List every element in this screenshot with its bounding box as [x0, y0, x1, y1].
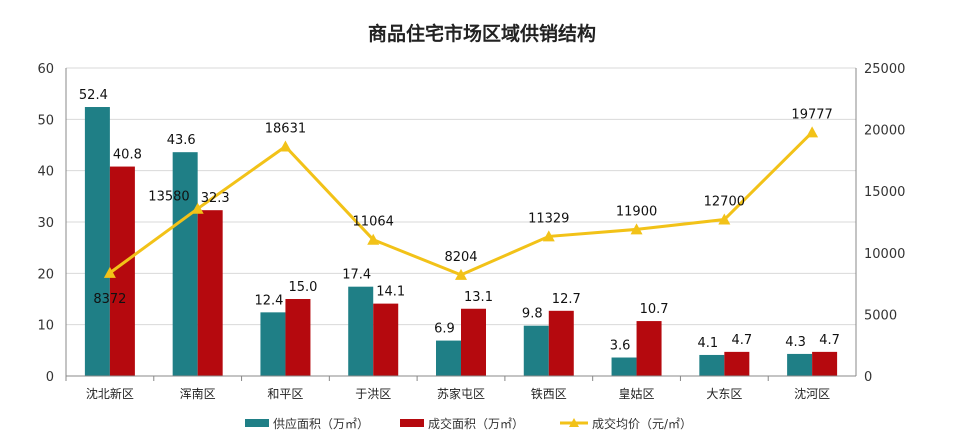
price-marker [806, 126, 819, 138]
bar-data-label: 14.1 [376, 285, 405, 300]
bar-data-label: 9.8 [522, 307, 543, 322]
legend-marker [569, 418, 579, 427]
x-tick-label: 大东区 [706, 387, 742, 401]
line-data-label: 13580 [148, 190, 189, 205]
y-right-tick-label: 5000 [864, 308, 897, 323]
bar-deal [373, 303, 399, 376]
bar-deal [197, 210, 223, 376]
bar-data-label: 4.1 [697, 336, 718, 351]
y-left-tick-label: 20 [37, 267, 54, 282]
bar-deal [724, 351, 750, 376]
bar-data-label: 52.4 [79, 88, 108, 103]
price-marker [455, 268, 467, 280]
x-tick-label: 沈北新区 [86, 386, 134, 401]
bar-data-label: 10.7 [640, 302, 669, 317]
line-data-label: 18631 [265, 121, 306, 136]
price-marker [279, 140, 292, 152]
bar-data-label: 15.0 [288, 280, 317, 295]
x-tick-label: 于洪区 [355, 387, 391, 401]
bar-data-label: 12.7 [552, 292, 581, 307]
price-marker [367, 233, 380, 245]
y-left-tick-label: 60 [37, 62, 54, 77]
bar-data-label: 12.4 [254, 293, 283, 308]
legend-label: 成交面积（万㎡） [428, 416, 524, 431]
bar-supply [699, 354, 725, 376]
price-marker [630, 223, 643, 235]
bar-data-label: 4.7 [731, 333, 752, 348]
y-left-tick-label: 0 [46, 370, 54, 385]
line-data-label: 12700 [704, 195, 745, 210]
x-tick-label: 皇姑区 [619, 387, 655, 401]
price-marker [718, 213, 731, 225]
bar-deal [548, 310, 574, 376]
y-left-tick-label: 50 [37, 113, 54, 128]
legend-label: 成交均价（元/㎡） [592, 416, 692, 431]
bar-deal [285, 299, 311, 376]
bar-data-label: 43.6 [167, 133, 196, 148]
bar-deal [636, 321, 662, 376]
y-left-tick-label: 30 [37, 216, 54, 231]
line-data-label: 8204 [444, 250, 477, 265]
bar-data-label: 4.3 [785, 335, 806, 350]
bar-data-label: 13.1 [464, 290, 493, 305]
legend-swatch [245, 419, 269, 427]
y-right-tick-label: 25000 [864, 62, 905, 77]
bar-supply [84, 107, 110, 376]
bar-deal [461, 308, 486, 376]
bar-supply [787, 353, 813, 376]
chart-title: 商品住宅市场区域供销结构 [368, 22, 596, 45]
y-right-tick-label: 20000 [864, 124, 905, 139]
y-left-tick-label: 10 [37, 319, 54, 334]
bar-supply [436, 340, 461, 376]
bar-data-label: 4.7 [819, 333, 840, 348]
bar-data-label: 6.9 [434, 322, 455, 337]
bar-supply [523, 325, 549, 376]
line-data-label: 11900 [616, 204, 657, 219]
bar-data-label: 3.6 [610, 339, 631, 354]
bar-supply [260, 312, 286, 376]
bar-supply [611, 357, 637, 376]
legend-swatch [400, 419, 424, 427]
y-right-tick-label: 15000 [864, 185, 905, 200]
bar-supply [172, 152, 198, 376]
bar-data-label: 40.8 [113, 148, 142, 163]
bar-deal [812, 351, 838, 376]
bar-supply [348, 286, 374, 376]
price-marker [542, 230, 555, 242]
y-right-tick-label: 0 [864, 370, 872, 385]
bar-data-label: 32.3 [201, 191, 230, 206]
bar-data-label: 17.4 [342, 268, 371, 283]
y-right-tick-label: 10000 [864, 247, 905, 262]
price-marker [103, 266, 116, 278]
line-data-label: 19777 [791, 107, 832, 122]
x-tick-label: 浑南区 [180, 386, 216, 401]
legend-label: 供应面积（万㎡） [273, 416, 369, 431]
line-data-label: 11329 [528, 211, 569, 226]
price-marker [191, 202, 204, 214]
x-tick-label: 苏家屯区 [437, 386, 485, 401]
x-tick-label: 和平区 [267, 387, 303, 401]
line-data-label: 8372 [93, 292, 126, 307]
line-data-label: 11064 [353, 215, 394, 230]
x-tick-label: 沈河区 [794, 386, 830, 401]
y-left-tick-label: 40 [37, 165, 54, 180]
x-tick-label: 铁西区 [531, 387, 567, 401]
